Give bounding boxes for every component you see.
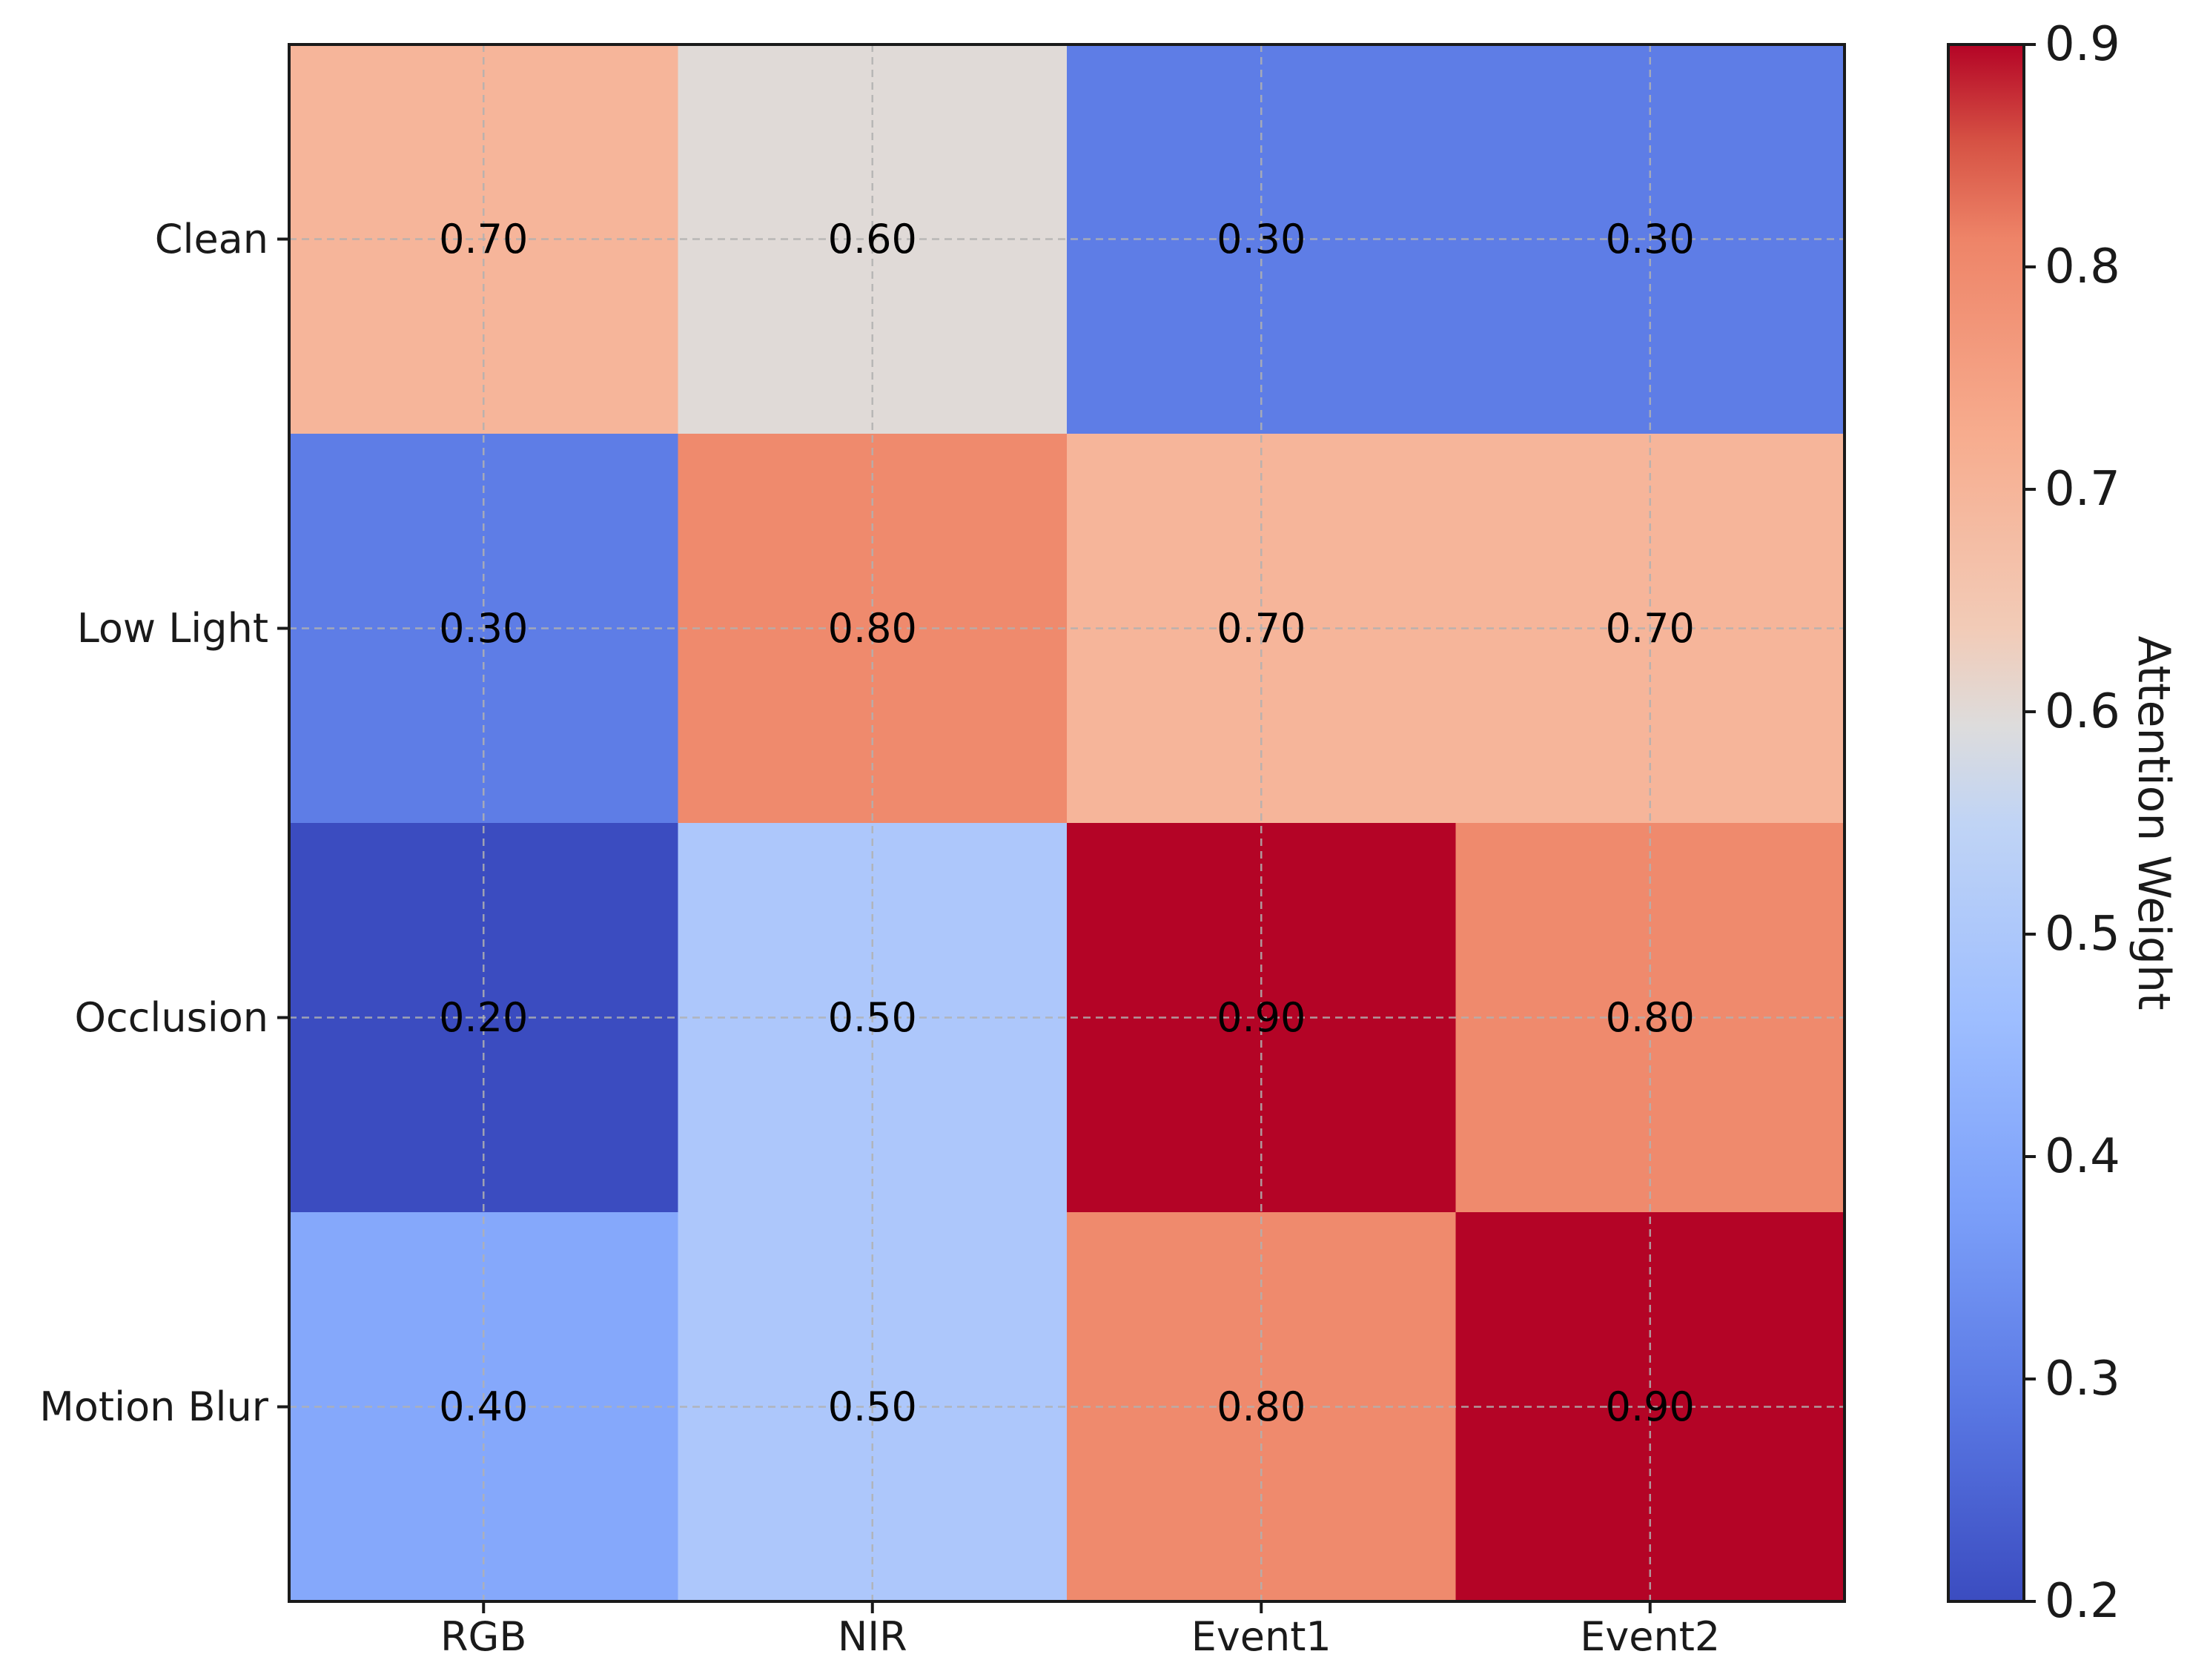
y-tick-label-occlusion: Occlusion (74, 994, 268, 1041)
colorbar-tick-label-0-9: 0.9 (2045, 17, 2120, 72)
y-tick-label-clean: Clean (155, 216, 268, 262)
plot-frame (288, 43, 1846, 1603)
colorbar-tick-label-0-5: 0.5 (2045, 907, 2120, 962)
cell-value-clean-event1: 0.30 (1217, 216, 1306, 262)
colorbar-tick-label-0-8: 0.8 (2045, 239, 2120, 294)
heatmap-cells (289, 44, 1845, 1602)
cell-value-clean-nir: 0.60 (828, 216, 917, 262)
x-tick-label-nir: NIR (838, 1613, 907, 1660)
cell-value-labels: 0.70 0.60 0.30 0.30 0.30 0.80 0.70 0.70 0.20 0.50… (439, 216, 1695, 1430)
axes: Clean Low Light Occlusion Motion Blur RGB NIR… (39, 43, 1846, 1660)
cell-value-motion-blur-event1: 0.80 (1217, 1383, 1306, 1430)
cell-value-occlusion-event1: 0.90 (1217, 994, 1306, 1041)
colorbar-tick-label-0-2: 0.2 (2045, 1574, 2120, 1629)
cell-value-low-light-nir: 0.80 (828, 605, 917, 652)
y-tick-label-motion-blur: Motion Blur (39, 1383, 269, 1430)
cell-value-low-light-rgb: 0.30 (439, 605, 528, 652)
x-tick-label-event1: Event1 (1191, 1613, 1331, 1660)
gridlines (289, 44, 1845, 1601)
colorbar: 0.2 0.3 0.4 0.5 0.6 0.7 0.8 0.9 Attention Weight (1947, 17, 2180, 1629)
cell-value-clean-event2: 0.30 (1606, 216, 1695, 262)
cell-value-low-light-event1: 0.70 (1217, 605, 1306, 652)
x-tick-label-rgb: RGB (440, 1613, 526, 1660)
colorbar-tick-label-0-3: 0.3 (2045, 1352, 2120, 1406)
cell-value-occlusion-event2: 0.80 (1606, 994, 1695, 1041)
colorbar-tick-label-0-7: 0.7 (2045, 462, 2120, 517)
x-tick-label-event2: Event2 (1580, 1613, 1720, 1660)
cell-value-low-light-event2: 0.70 (1606, 605, 1695, 652)
y-tick-label-low-light: Low Light (77, 605, 268, 652)
colorbar-tick-label-0-6: 0.6 (2045, 684, 2120, 739)
cell-value-motion-blur-nir: 0.50 (828, 1383, 917, 1430)
cell-value-occlusion-rgb: 0.20 (439, 994, 528, 1041)
colorbar-frame (1947, 43, 2025, 1603)
cell-value-occlusion-nir: 0.50 (828, 994, 917, 1041)
colorbar-gradient (1948, 44, 2024, 1601)
colorbar-tick-label-0-4: 0.4 (2045, 1129, 2120, 1184)
cell-value-motion-blur-event2: 0.90 (1606, 1383, 1695, 1430)
cell-value-clean-rgb: 0.70 (439, 216, 528, 262)
cell-value-motion-blur-rgb: 0.40 (439, 1383, 528, 1430)
colorbar-label: Attention Weight (2128, 635, 2180, 1010)
